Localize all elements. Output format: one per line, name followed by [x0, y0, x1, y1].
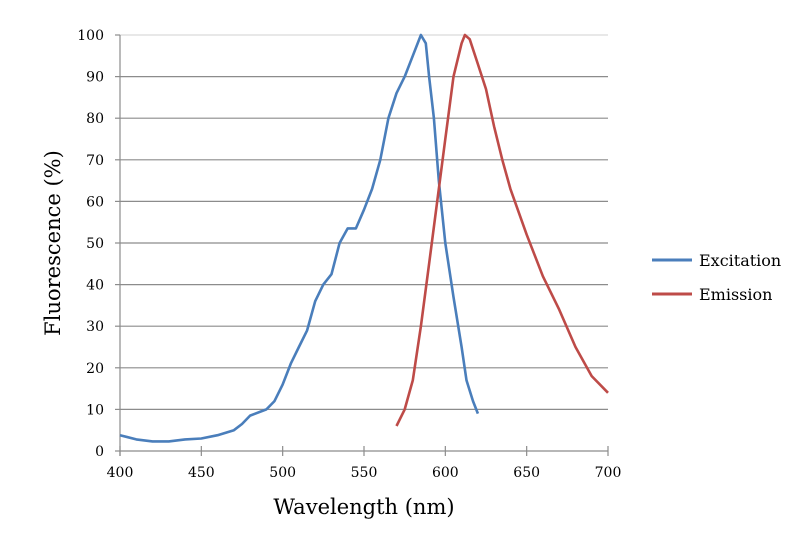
y-tick-label: 10	[86, 402, 104, 418]
y-tick-label: 80	[86, 111, 104, 127]
x-tick-label: 550	[351, 465, 378, 481]
axes: 0 10 20 30 40 50 60 70 80 90 100 400 450 500 550 600 650…	[77, 28, 621, 481]
x-tick-label: 500	[269, 465, 296, 481]
y-tick-label: 30	[86, 319, 104, 335]
y-tick-label: 20	[86, 361, 104, 377]
x-axis-label: Wavelength (nm)	[273, 495, 454, 519]
series-line-excitation	[119, 33, 480, 443]
y-tick-label: 40	[86, 278, 104, 294]
y-axis-label: Fluorescence (%)	[41, 150, 65, 336]
y-tick-label: 90	[86, 70, 104, 86]
gridlines	[120, 34, 608, 410]
legend-label-excitation: Excitation	[699, 251, 781, 270]
y-tick-label: 60	[86, 194, 104, 210]
y-tick-label: 70	[86, 153, 104, 169]
x-tick-label: 450	[188, 465, 215, 481]
x-tick-label: 700	[595, 465, 622, 481]
series-line-emission	[395, 33, 609, 427]
x-tick-label: 650	[513, 465, 540, 481]
x-tick-label: 400	[107, 465, 134, 481]
x-tick-label: 600	[432, 465, 459, 481]
y-tick-label: 50	[86, 236, 104, 252]
y-tick-label: 100	[77, 28, 104, 44]
legend-label-emission: Emission	[699, 285, 772, 304]
legend: Excitation Emission	[652, 251, 781, 304]
y-tick-label: 0	[95, 444, 104, 460]
series-lines	[119, 33, 609, 443]
